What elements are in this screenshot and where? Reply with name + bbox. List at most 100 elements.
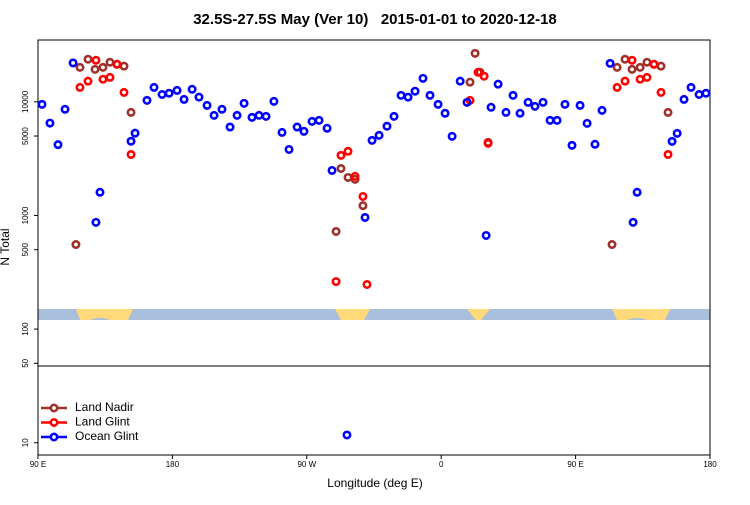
point bbox=[612, 62, 622, 72]
point bbox=[232, 110, 242, 120]
point bbox=[343, 172, 353, 182]
point bbox=[358, 201, 368, 211]
point bbox=[130, 128, 140, 138]
point bbox=[157, 90, 167, 100]
point bbox=[53, 140, 63, 150]
legend-marker bbox=[49, 403, 59, 413]
legend-label: Land Nadir bbox=[75, 400, 134, 414]
legend-marker bbox=[49, 432, 59, 442]
point bbox=[508, 90, 518, 100]
point bbox=[254, 110, 264, 120]
point bbox=[672, 128, 682, 138]
point bbox=[179, 94, 189, 104]
point bbox=[331, 226, 341, 236]
point bbox=[701, 88, 711, 98]
point bbox=[479, 71, 489, 81]
point bbox=[440, 108, 450, 118]
point bbox=[112, 59, 122, 69]
point bbox=[194, 92, 204, 102]
point bbox=[656, 61, 666, 71]
point bbox=[322, 123, 332, 133]
point bbox=[656, 87, 666, 97]
point bbox=[277, 127, 287, 137]
point bbox=[620, 76, 630, 86]
point bbox=[83, 76, 93, 86]
point bbox=[607, 240, 617, 250]
point bbox=[486, 102, 496, 112]
point bbox=[612, 82, 622, 92]
point bbox=[663, 149, 673, 159]
point bbox=[473, 67, 483, 77]
point bbox=[552, 115, 562, 125]
legend-marker bbox=[49, 417, 59, 427]
land-band bbox=[612, 309, 670, 320]
point bbox=[202, 100, 212, 110]
point bbox=[105, 57, 115, 67]
point bbox=[530, 101, 540, 111]
point bbox=[126, 149, 136, 159]
point bbox=[45, 118, 55, 128]
land-band bbox=[467, 309, 490, 320]
point bbox=[119, 61, 129, 71]
point bbox=[314, 115, 324, 125]
point bbox=[597, 105, 607, 115]
point bbox=[75, 62, 85, 72]
point bbox=[679, 94, 689, 104]
point bbox=[98, 74, 108, 84]
point bbox=[83, 54, 93, 64]
point bbox=[105, 72, 115, 82]
point bbox=[545, 115, 555, 125]
point bbox=[343, 146, 353, 156]
x-tick-label: 180 bbox=[166, 460, 180, 469]
point bbox=[465, 77, 475, 87]
point bbox=[649, 59, 659, 69]
x-tick-label: 90 W bbox=[297, 460, 316, 469]
x-tick-label: 90 E bbox=[567, 460, 583, 469]
point bbox=[126, 107, 136, 117]
point bbox=[360, 212, 370, 222]
point bbox=[269, 96, 279, 106]
point bbox=[358, 191, 368, 201]
point bbox=[60, 104, 70, 114]
point bbox=[126, 136, 136, 146]
point bbox=[667, 136, 677, 146]
legend-label: Ocean Glint bbox=[75, 429, 139, 443]
point bbox=[590, 139, 600, 149]
point bbox=[396, 90, 406, 100]
point bbox=[149, 82, 159, 92]
point bbox=[91, 55, 101, 65]
point bbox=[389, 111, 399, 121]
point bbox=[374, 130, 384, 140]
point bbox=[493, 79, 503, 89]
point bbox=[455, 76, 465, 86]
plot-frame bbox=[37, 39, 711, 456]
point bbox=[635, 62, 645, 72]
x-tick-label: 90 E bbox=[30, 460, 46, 469]
legend-label: Land Glint bbox=[75, 415, 130, 429]
point bbox=[410, 86, 420, 96]
point bbox=[501, 107, 511, 117]
point bbox=[575, 100, 585, 110]
point bbox=[284, 144, 294, 154]
point bbox=[605, 58, 615, 68]
point bbox=[515, 108, 525, 118]
point bbox=[483, 138, 493, 148]
point bbox=[538, 97, 548, 107]
point bbox=[567, 140, 577, 150]
point bbox=[98, 62, 108, 72]
x-tick-label: 180 bbox=[703, 460, 717, 469]
point bbox=[336, 150, 346, 160]
point bbox=[71, 240, 81, 250]
point bbox=[261, 111, 271, 121]
land-band bbox=[335, 309, 370, 320]
point bbox=[292, 122, 302, 132]
point bbox=[367, 135, 377, 145]
point bbox=[68, 58, 78, 68]
y-tick-label: 1000 bbox=[21, 206, 30, 224]
point bbox=[342, 430, 352, 440]
point bbox=[217, 104, 227, 114]
point bbox=[37, 99, 47, 109]
point bbox=[95, 187, 105, 197]
point bbox=[350, 171, 360, 181]
